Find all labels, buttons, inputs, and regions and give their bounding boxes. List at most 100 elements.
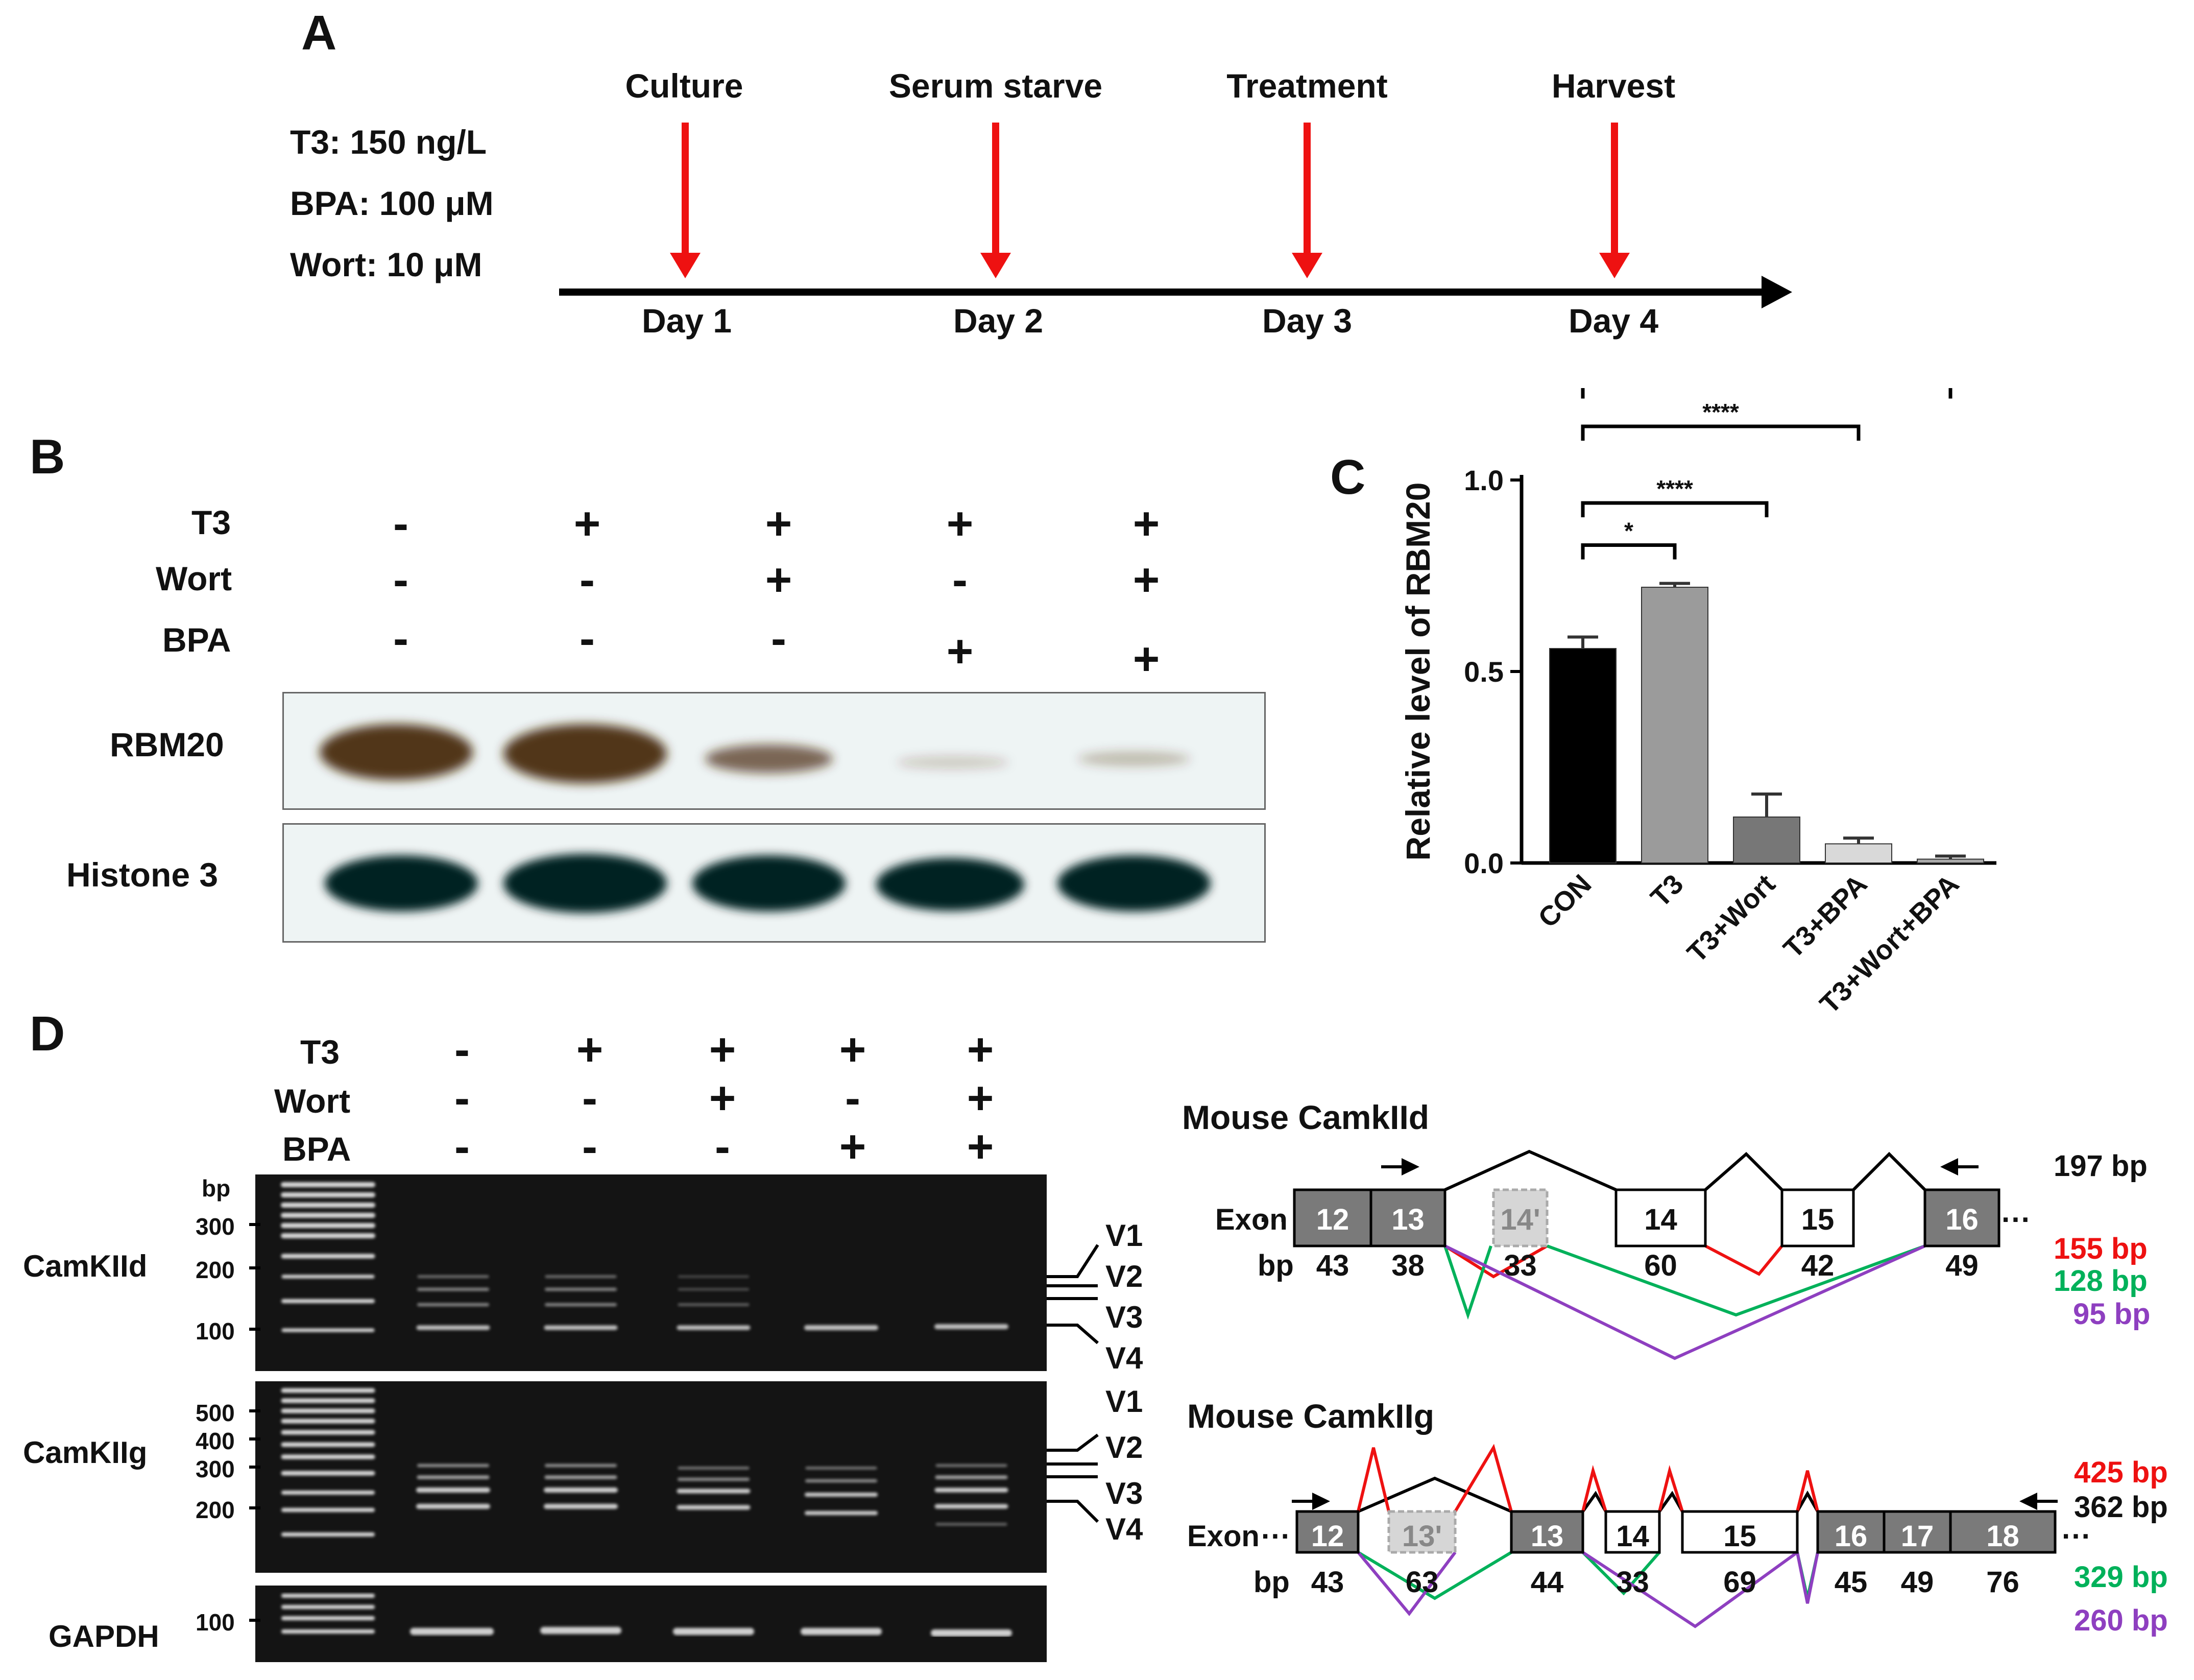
dose-bpa: BPA: 100 μM [290,184,494,222]
gel-sign-wort-lane2: - [582,1073,597,1124]
camkiid-lane3 [677,1276,751,1330]
camkiig-title: Mouse CamkIIg [1187,1397,1435,1435]
gel-row-label-t3: T3 [300,1033,340,1071]
significance-label-0: * [1624,518,1633,544]
gel-sign-bpa-lane1: - [454,1121,470,1172]
sign-wort-lane5: + [1132,555,1160,606]
camkiid-exon-15-box [1780,1188,1855,1247]
marker-ticks [249,1223,260,1622]
variant-v4-gel1: V4 [1105,1341,1143,1375]
camkiig-exon-15: 15 [1723,1520,1756,1553]
camkiig-ellipsis-right-text: ··· [2062,1520,2091,1553]
gel-sign-t3-lane2: + [576,1024,604,1075]
camkiig-diagram [1292,1444,2058,1628]
histone3-band-lane2 [503,854,667,913]
camkiid-exon-15: 15 [1801,1203,1835,1236]
camkiig-len-13prime: 63 [1405,1566,1439,1599]
camkiig-len-12: 43 [1311,1566,1344,1599]
sign-t3-lane1: - [393,498,408,549]
gel-sign-bpa-lane2: - [582,1121,597,1172]
camkiig-len-13: 44 [1530,1566,1564,1599]
bar-3 [1825,843,1892,863]
camkiig-splice-purple-b [1582,1551,1798,1628]
y-tick-label-2: 1.0 [1464,464,1504,496]
camkiid-exon-13-box [1369,1188,1446,1247]
camkiig-splice-black-a [1357,1476,1512,1513]
rbm20-band-lane1 [320,724,473,780]
histone3-blot [282,823,1266,943]
camkiid-exon-12: 12 [1316,1203,1349,1236]
bar-4 [1917,858,1984,863]
blot-label-rbm20: RBM20 [110,726,224,763]
camkiig-exon-17-box [1883,1510,1952,1554]
arrowhead-treatment [1292,253,1322,278]
step-serum-starve: Serum starve [888,67,1103,105]
camkiig-lane3 [677,1467,751,1510]
ladder-gel1 [281,1182,375,1332]
camkiid-ellipsis-right-text: ··· [2002,1203,2031,1236]
rbm20-band-lane5 [1078,751,1190,766]
rbm20-band-lane2 [503,724,667,783]
camkiid-primer-forward-head [1402,1158,1419,1175]
dose-wort: Wort: 10 μM [290,246,483,283]
camkiid-len-16: 49 [1945,1249,1979,1282]
category-label-2: T3+Wort [1681,869,1781,969]
camkiid-splice-green-b [1546,1244,1926,1317]
camkiid-exon-word: Exon [1215,1203,1288,1236]
camkiid-len-14prime: 33 [1504,1249,1537,1282]
camkiid-exon-14prime-box [1492,1188,1549,1247]
variant-v2-gel2: V2 [1105,1430,1143,1465]
ladder-gel3 [281,1594,375,1634]
rbm20-band-lane4 [897,756,1009,769]
camkiig-exon-13prime: 13' [1402,1520,1442,1553]
camkiid-exon-14-box [1614,1188,1707,1247]
camkiid-splice-black-b [1704,1151,1783,1191]
camkiig-lane1 [416,1464,490,1509]
camkiig-len-17: 49 [1900,1566,1934,1599]
gel-sign-t3-lane1: - [454,1024,470,1075]
category-label-3: T3+BPA [1777,869,1873,964]
camkiig-primer-forward-head [1312,1493,1330,1510]
significance-label-2: **** [1702,399,1739,425]
camkiid-exon-14: 14 [1644,1203,1677,1236]
camkiig-len-18: 76 [1986,1566,2019,1599]
gel-row-label-bpa: BPA [282,1130,351,1168]
camkiig-bp-word: bp [1253,1566,1290,1599]
gel-sign-wort-lane4: - [845,1073,860,1124]
histone3-band-lane4 [876,858,1024,911]
camkiig-splice-red-c [1581,1465,1607,1512]
day-3: Day 3 [1262,302,1353,340]
timeline-arrowhead [1762,276,1792,308]
row-label-t3: T3 [191,503,231,541]
category-label-0: CON [1532,869,1597,933]
variant-v2-gel1: V2 [1105,1259,1143,1293]
camkiig-splice-purple-c [1796,1552,1819,1604]
camkiig-splice-green-a [1357,1551,1512,1600]
camkiid-splice-red-b [1704,1244,1783,1276]
camkiig-product-260: 260 bp [2074,1604,2168,1637]
panel-c-letter: C [1330,450,1366,505]
camkiig-exon-17: 17 [1900,1520,1934,1553]
timeline-graphic [559,123,1792,308]
gel-sign-bpa-lane5: + [967,1121,994,1172]
gel-sign-t3-lane4: + [839,1024,866,1075]
variant-v4-gel2: V4 [1105,1512,1143,1546]
camkiid-ellipsis-left-text: ··· [1260,1203,1289,1236]
row-label-wort: Wort [156,560,232,597]
significance-label-1: **** [1656,475,1693,502]
camkiig-lane5 [934,1464,1008,1526]
y-tick-label-0: 0.0 [1464,847,1504,879]
rbm20-band-lane3 [705,745,833,773]
rbm20-blot [282,692,1266,810]
day-2: Day 2 [953,302,1044,340]
marker-200-gel2: 200 [196,1497,235,1523]
step-treatment: Treatment [1226,67,1388,105]
bar-2 [1733,817,1800,863]
step-culture: Culture [625,67,743,105]
arrowhead-harvest [1599,253,1630,278]
camkiid-product-155: 155 bp [2054,1232,2148,1265]
marker-300-gel1: 300 [196,1213,235,1240]
row-label-bpa: BPA [162,621,231,659]
marker-bp-unit: bp [202,1175,231,1202]
y-axis-label: Relative level of RBM20 [1399,483,1437,861]
